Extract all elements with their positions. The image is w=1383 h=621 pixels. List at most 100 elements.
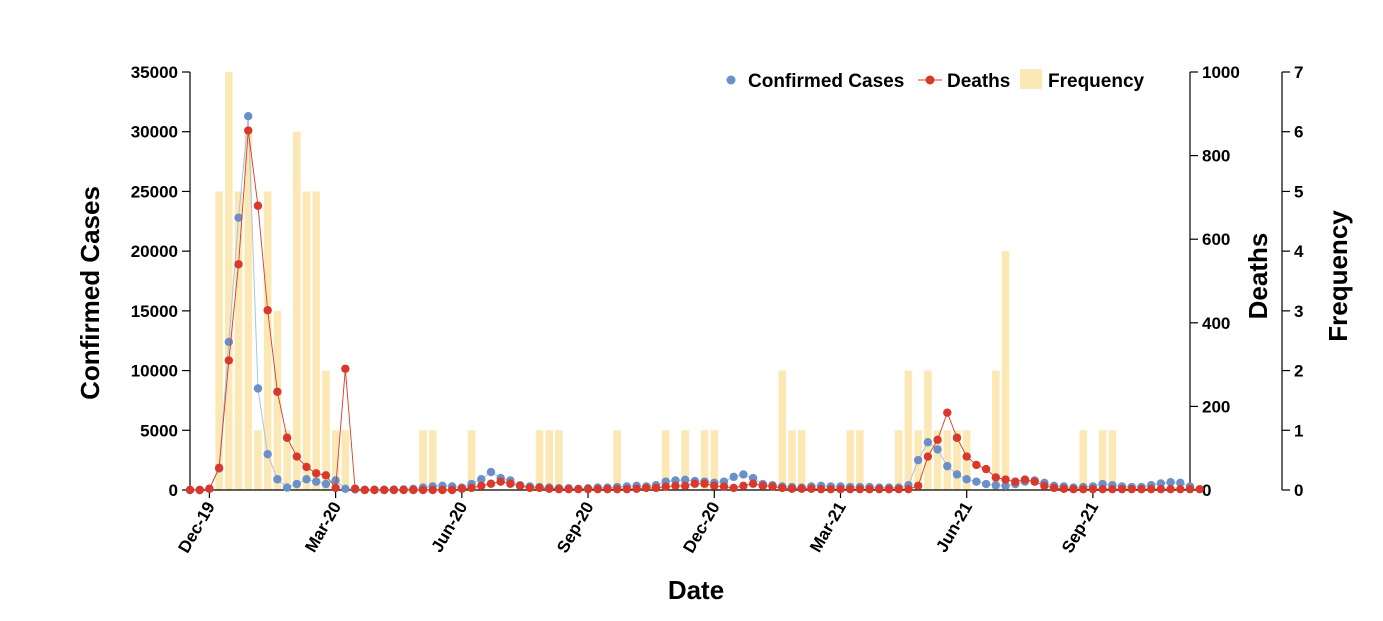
y-right2-axis-title: Frequency [1323,210,1353,342]
confirmed-point [282,483,292,492]
deaths-point [816,484,826,494]
confirmed-point [729,472,738,482]
frequency-bar [710,430,719,490]
deaths-point [865,484,874,494]
deaths-point [593,484,602,494]
deaths-point [302,462,311,472]
confirmed-point [273,475,282,484]
confirmed-point [680,475,690,485]
y-left-tick-label: 10000 [131,362,178,381]
y-right1-tick-label: 1000 [1202,63,1240,82]
deaths-point [1020,475,1030,484]
deaths-point [418,485,428,495]
confirmed-point [972,477,981,486]
deaths-point [1069,484,1078,494]
deaths-point [253,201,263,210]
deaths-point [962,452,971,461]
frequency-bar [1079,430,1087,490]
deaths-point [282,433,292,442]
deaths-point [1040,481,1049,491]
deaths-point [797,484,806,493]
deaths-point [1049,483,1059,493]
frequency-bar [263,191,272,490]
x-tick-label: Mar-21 [806,499,850,556]
x-tick-label: Sep-21 [1058,499,1102,557]
deaths-point [1108,484,1117,494]
frequency-bar [322,370,330,490]
confirmed-point [913,455,923,465]
x-tick-label: Jun-21 [932,498,976,555]
deaths-point [1166,484,1175,494]
confirmed-point [933,445,942,454]
frequency-bar [293,131,301,490]
y-left-tick-label: 0 [169,481,178,500]
frequency-bar [856,430,864,490]
deaths-point [904,484,913,494]
deaths-point [244,126,253,135]
deaths-point [923,452,933,461]
deaths-point [845,484,855,494]
legend-label-confirmed: Confirmed Cases [748,71,904,92]
deaths-point [409,485,418,495]
deaths-point [467,483,476,493]
deaths-point [535,483,544,493]
y-left-axis-title: Confirmed Cases [75,186,105,400]
confirmed-point [341,484,350,494]
deaths-point [768,482,777,491]
deaths-point [477,481,486,491]
confirmed-point [952,470,962,479]
deaths-point [884,484,894,494]
frequency-bar [1001,251,1010,490]
x-tick-label: Dec-19 [175,499,219,557]
deaths-point [729,483,738,493]
deaths-point [981,464,991,474]
deaths-point [612,484,622,494]
y-right2-tick-label: 0 [1294,481,1303,500]
frequency-bar [797,430,806,490]
deaths-point [370,485,379,495]
deaths-point [224,356,234,365]
deaths-point [1176,484,1185,494]
deaths-point [195,485,204,495]
deaths-point [185,485,195,495]
y-right1-tick-label: 200 [1202,397,1230,416]
confirmed-point [923,438,933,447]
deaths-point [739,481,748,491]
deaths-point [515,481,525,491]
deaths-point [1127,484,1136,494]
frequency-bar [555,430,563,490]
frequency-bar [846,430,854,490]
deaths-point [710,481,719,491]
deaths-point [1137,484,1146,494]
x-tick-label: Sep-20 [553,499,597,557]
deaths-point [438,485,447,495]
confirmed-point [1176,478,1185,488]
legend-marker-deaths [925,75,935,85]
confirmed-point [943,461,952,471]
frequency-bar [535,430,544,490]
deaths-point [1098,484,1107,494]
deaths-point [719,482,729,491]
deaths-point [574,484,583,494]
deaths-point [1011,477,1020,486]
deaths-point [321,471,331,480]
deaths-point [690,479,700,488]
deaths-point [661,482,670,491]
frequency-bar [992,370,1000,490]
frequency-bar [331,430,340,490]
y-left-tick-label: 5000 [140,421,178,440]
frequency-bar [341,430,350,490]
legend: Confirmed Cases Deaths Frequency [726,69,1145,92]
confirmed-point [312,477,321,486]
confirmed-point [991,481,1001,490]
confirmed-point [321,479,331,489]
deaths-point [496,477,505,486]
deaths-point [787,484,797,493]
deaths-point [447,485,457,495]
deaths-point [389,485,399,495]
frequency-bar [681,430,689,490]
deaths-point [651,483,661,493]
deaths-point [622,484,632,494]
deaths-point [826,484,835,494]
